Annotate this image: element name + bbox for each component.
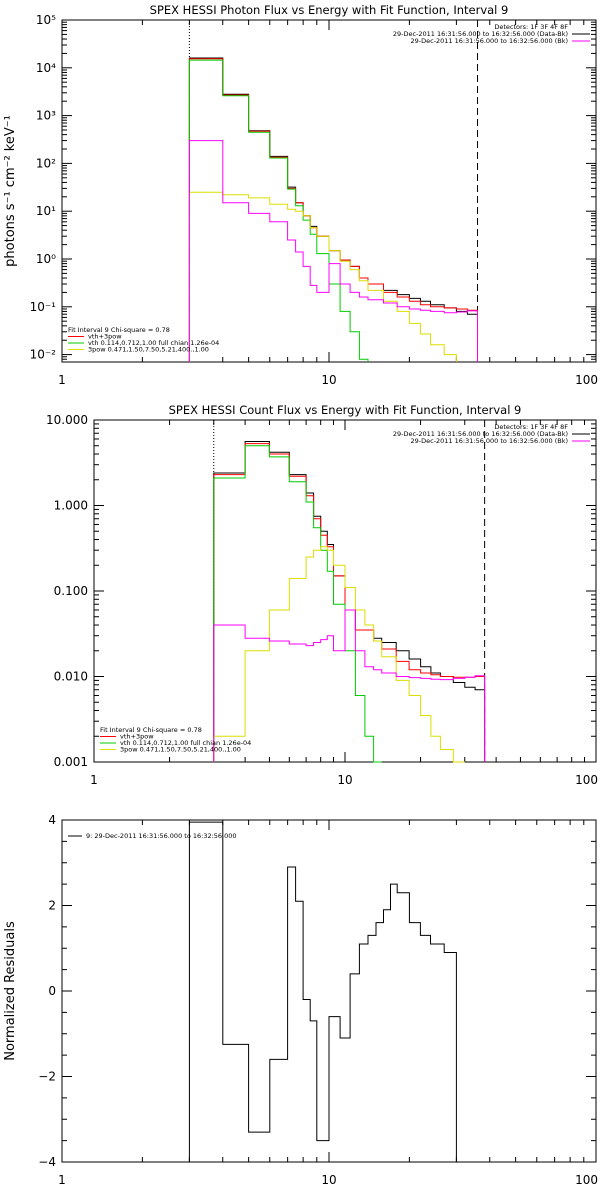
legend-entry-1: vth+3pow: [120, 733, 154, 741]
y-tick-label: 10⁻²: [30, 348, 57, 362]
y-tick-label: 10⁵: [36, 13, 56, 27]
y-tick-label: 10⁴: [36, 61, 56, 75]
x-tick-label: 100: [575, 1173, 598, 1187]
series-5-line: [213, 609, 486, 762]
series-4-line: [188, 191, 457, 362]
y-tick-label: 0.100: [54, 584, 88, 598]
header-line-2: 29-Dec-2011 16:31:56.000 to 16:32:56.000…: [393, 30, 568, 38]
legend-entry-2: vth 0.114,0.712,1.00 full chian 1.26e-04: [120, 739, 251, 747]
y-tick-label: 10²: [36, 156, 56, 170]
legend-entry: 9: 29-Dec-2011 16:31:56.000 to 16:32:56.…: [86, 832, 237, 840]
y-tick-label: 0.001: [54, 755, 88, 769]
series-3-line: [213, 445, 382, 763]
series-3-line: [188, 59, 369, 362]
panel-3: 1 10 100 −4 −2 0 2 4 Normalized Residuals 9: 29-D…: [3, 813, 598, 1187]
x-tick-label: 10: [337, 773, 352, 787]
y-axis-label: Normalized Residuals: [3, 921, 18, 1061]
series-5-line: [188, 140, 478, 362]
y-tick-label: 10¹: [36, 204, 56, 218]
chart-title: SPEX HESSI Photon Flux vs Energy with Fi…: [150, 3, 509, 17]
panel-2: SPEX HESSI Count Flux vs Energy with Fit…: [46, 403, 598, 787]
y-tick-label: 0: [48, 984, 56, 998]
series-1-line: [188, 821, 457, 1162]
plot-frame: [61, 19, 597, 363]
header-line-3: 29-Dec-2011 16:31:56.000 to 16:32:56.000…: [411, 37, 569, 45]
series-1-line: [188, 57, 478, 362]
y-tick-label: 10⁻¹: [30, 300, 57, 314]
legend-entry-3: 3pow 0.471,1.50,7.50,5.21,400.,1.00: [88, 346, 209, 354]
x-tick-label: 100: [575, 373, 598, 387]
panel-1: SPEX HESSI Photon Flux vs Energy with Fi…: [3, 3, 598, 387]
chart-title: SPEX HESSI Count Flux vs Energy with Fit…: [169, 403, 522, 417]
y-axis-label: photons s⁻¹ cm⁻² keV⁻¹: [3, 115, 18, 267]
x-tick-label: 1: [90, 773, 98, 787]
y-tick-label: 1.000: [54, 499, 88, 513]
y-tick-label: 10³: [36, 109, 56, 123]
x-tick-label: 10: [321, 373, 336, 387]
series-1-line: [213, 441, 486, 762]
series-2-line: [213, 443, 486, 762]
legend-entry-2: vth 0.114,0.712,1.00 full chian 1.26e-04: [88, 339, 219, 347]
y-tick-label: 0.010: [54, 670, 88, 684]
y-tick-label: 10⁰: [36, 252, 56, 266]
legend-entry-3: 3pow 0.471,1.50,7.50,5.21,400.,1.00: [120, 746, 241, 754]
header-line-3: 29-Dec-2011 16:31:56.000 to 16:32:56.000…: [411, 437, 569, 445]
legend-title: Fit Interval 9 Chi-square = 0.78: [68, 326, 170, 334]
x-tick-label: 10: [321, 1173, 336, 1187]
y-tick-label: −4: [38, 1155, 56, 1169]
legend-title: Fit Interval 9 Chi-square = 0.78: [100, 726, 202, 734]
x-tick-label: 1: [58, 373, 66, 387]
header-line-1: Detectors: 1F 3F 4F 8F: [494, 423, 568, 431]
y-tick-label: 2: [48, 899, 56, 913]
y-tick-label: 4: [48, 813, 56, 827]
header-line-1: Detectors: 1F 3F 4F 8F: [494, 23, 568, 31]
x-tick-label: 1: [58, 1173, 66, 1187]
y-tick-label: −2: [38, 1070, 56, 1084]
y-tick-label: 10.000: [46, 413, 88, 427]
x-tick-label: 100: [575, 773, 598, 787]
series-2-line: [188, 58, 478, 362]
series-4-line: [213, 546, 465, 763]
legend-entry-1: vth+3pow: [88, 333, 122, 341]
header-line-2: 29-Dec-2011 16:31:56.000 to 16:32:56.000…: [393, 430, 568, 438]
